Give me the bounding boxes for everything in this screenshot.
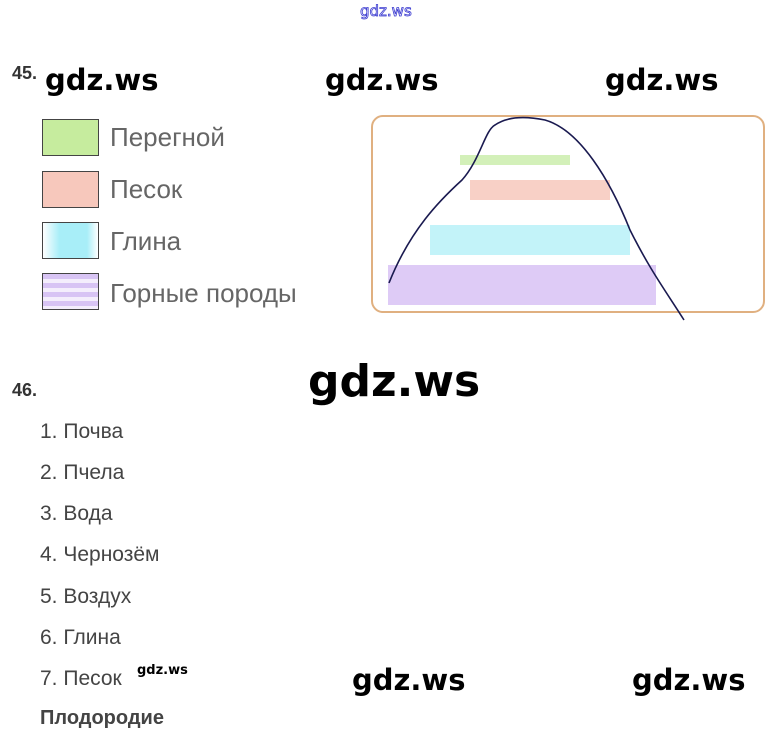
watermark: gdz.ws <box>308 356 481 407</box>
legend-swatch-sand <box>42 171 99 208</box>
watermark: gdz.ws <box>137 663 188 678</box>
list-item: 7. Песок <box>40 667 122 690</box>
sand-layer <box>470 180 610 200</box>
task-46-number: 46. <box>12 380 38 400</box>
answer-word: Плодородие <box>40 707 164 729</box>
legend-swatch-rocks <box>42 273 99 310</box>
legend-label: Перегной <box>110 122 225 152</box>
list-item: 4. Чернозём <box>40 543 160 566</box>
list-item: 2. Пчела <box>40 461 125 484</box>
legend-label: Горные породы <box>110 278 297 308</box>
rocks-layer <box>388 265 656 305</box>
watermark: gdz.ws <box>325 63 439 97</box>
soil-layers-drawing <box>371 115 765 313</box>
watermark: gdz.ws <box>45 63 159 97</box>
mountain-outline <box>388 116 685 321</box>
list-item: 5. Воздух <box>40 585 132 608</box>
watermark: gdz.ws <box>605 63 719 97</box>
watermark: gdz.ws <box>632 663 746 697</box>
list-item: 1. Почва <box>40 420 124 443</box>
legend-swatch-humus <box>42 119 99 156</box>
clay-layer <box>430 225 630 255</box>
legend-label: Песок <box>110 174 183 204</box>
list-item: 3. Вода <box>40 502 113 525</box>
watermark-top: gdz.ws <box>360 2 413 21</box>
watermark: gdz.ws <box>352 663 466 697</box>
task-45-number: 45. <box>12 63 38 83</box>
legend-swatch-clay <box>42 222 99 259</box>
humus-layer <box>460 155 570 165</box>
list-item: 6. Глина <box>40 626 121 649</box>
legend-label: Глина <box>110 226 182 256</box>
